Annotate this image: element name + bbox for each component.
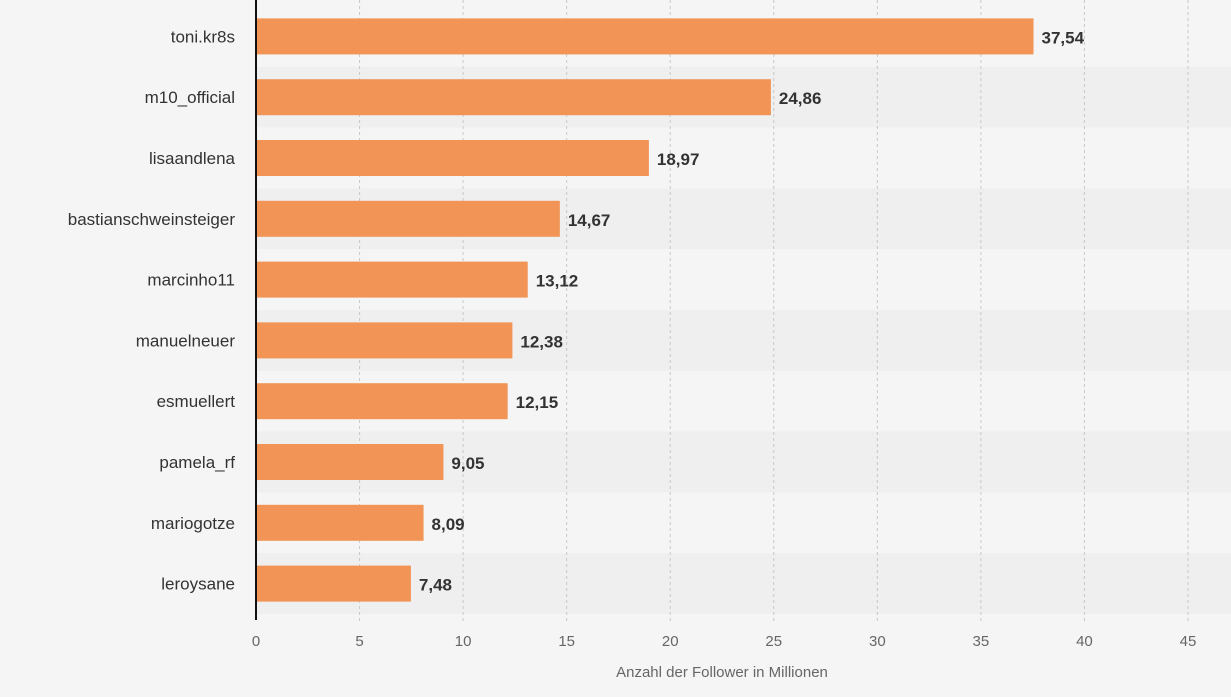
category-labels: toni.kr8s m10_official lisaandlena bastians… xyxy=(68,27,236,593)
value-label: 12,15 xyxy=(516,393,559,412)
value-label: 9,05 xyxy=(451,454,484,473)
category-label: pamela_rf xyxy=(159,453,235,472)
category-label: bastianschweinsteiger xyxy=(68,210,236,229)
x-tick-label: 10 xyxy=(455,633,472,650)
category-label: marcinho11 xyxy=(147,271,235,290)
value-label: 18,97 xyxy=(657,150,700,169)
bar[interactable] xyxy=(256,140,649,176)
bar[interactable] xyxy=(256,383,508,420)
category-label: manuelneuer xyxy=(136,331,236,350)
category-label: toni.kr8s xyxy=(171,27,235,46)
x-axis-ticks: 0 5 10 15 20 25 30 35 40 45 xyxy=(252,633,1197,650)
x-axis-title: Anzahl der Follower in Millionen xyxy=(616,664,828,681)
x-tick-label: 30 xyxy=(869,633,886,650)
category-label: m10_official xyxy=(145,88,235,107)
category-label: lisaandlena xyxy=(149,149,236,168)
x-tick-label: 0 xyxy=(252,633,260,650)
value-labels: 37,54 24,86 18,97 14,67 13,12 12,38 12,15 9,05 8… xyxy=(419,28,1085,594)
bar[interactable] xyxy=(256,200,560,237)
value-label: 37,54 xyxy=(1041,28,1084,47)
x-tick-label: 20 xyxy=(662,633,679,650)
row-bands xyxy=(256,66,1231,614)
category-label: leroysane xyxy=(161,575,235,594)
value-label: 24,86 xyxy=(779,89,822,108)
bar[interactable] xyxy=(256,444,444,480)
bars xyxy=(256,18,1034,602)
value-label: 12,38 xyxy=(520,332,563,351)
bar[interactable] xyxy=(256,504,424,541)
value-label: 14,67 xyxy=(568,211,611,230)
bar[interactable] xyxy=(256,261,528,298)
row-band xyxy=(256,553,1231,614)
x-tick-label: 40 xyxy=(1076,633,1093,650)
category-label: mariogotze xyxy=(151,514,235,533)
x-tick-label: 5 xyxy=(355,633,363,650)
x-tick-label: 25 xyxy=(765,633,782,650)
x-tick-label: 45 xyxy=(1180,633,1197,650)
bar[interactable] xyxy=(256,322,513,359)
category-label: esmuellert xyxy=(157,392,236,411)
value-label: 8,09 xyxy=(432,515,465,534)
bar[interactable] xyxy=(256,565,411,602)
bar[interactable] xyxy=(256,79,771,116)
value-label: 7,48 xyxy=(419,576,452,595)
x-tick-label: 15 xyxy=(558,633,575,650)
x-tick-label: 35 xyxy=(973,633,990,650)
value-label: 13,12 xyxy=(536,272,579,291)
bar[interactable] xyxy=(256,18,1034,55)
